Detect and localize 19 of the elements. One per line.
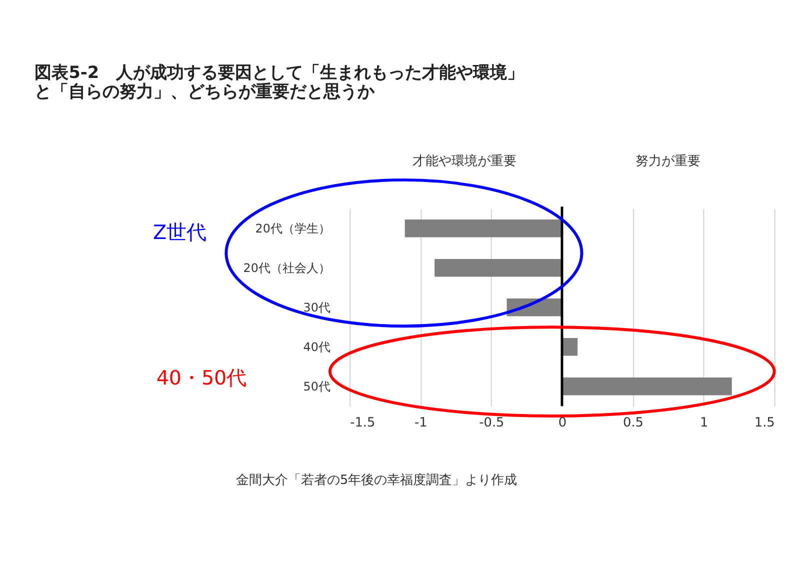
y-tick-label: 30代	[303, 300, 330, 314]
y-tick-label: 20代（社会人）	[243, 260, 330, 275]
y-tick-label: 50代	[303, 379, 330, 394]
text: 図表5-2 人が成功する要因として「生まれもった才能や環境」	[34, 62, 524, 82]
text: 才能や環境が重要	[412, 153, 516, 170]
x-tick-label: -1	[414, 415, 428, 430]
text: 40・50代	[156, 366, 247, 390]
text: 金間大介「若者の5年後の幸福度調査」より作成	[236, 472, 518, 488]
x-tick-label: -1.5	[350, 415, 376, 430]
x-tick-label: 1.5	[754, 415, 775, 430]
y-tick-label: 20代（学生）	[255, 221, 330, 236]
text: 努力が重要	[636, 154, 701, 170]
y-tick-label: 40代	[303, 340, 330, 354]
text: と「自らの努力」、どちらが重要だと思うか	[34, 80, 375, 101]
x-tick-label: 1	[700, 415, 708, 430]
x-tick-label: -0.5	[479, 415, 504, 430]
x-tick-label: 0.5	[623, 415, 644, 430]
x-tick-label: 0	[558, 415, 567, 430]
text: Z世代	[152, 221, 207, 244]
